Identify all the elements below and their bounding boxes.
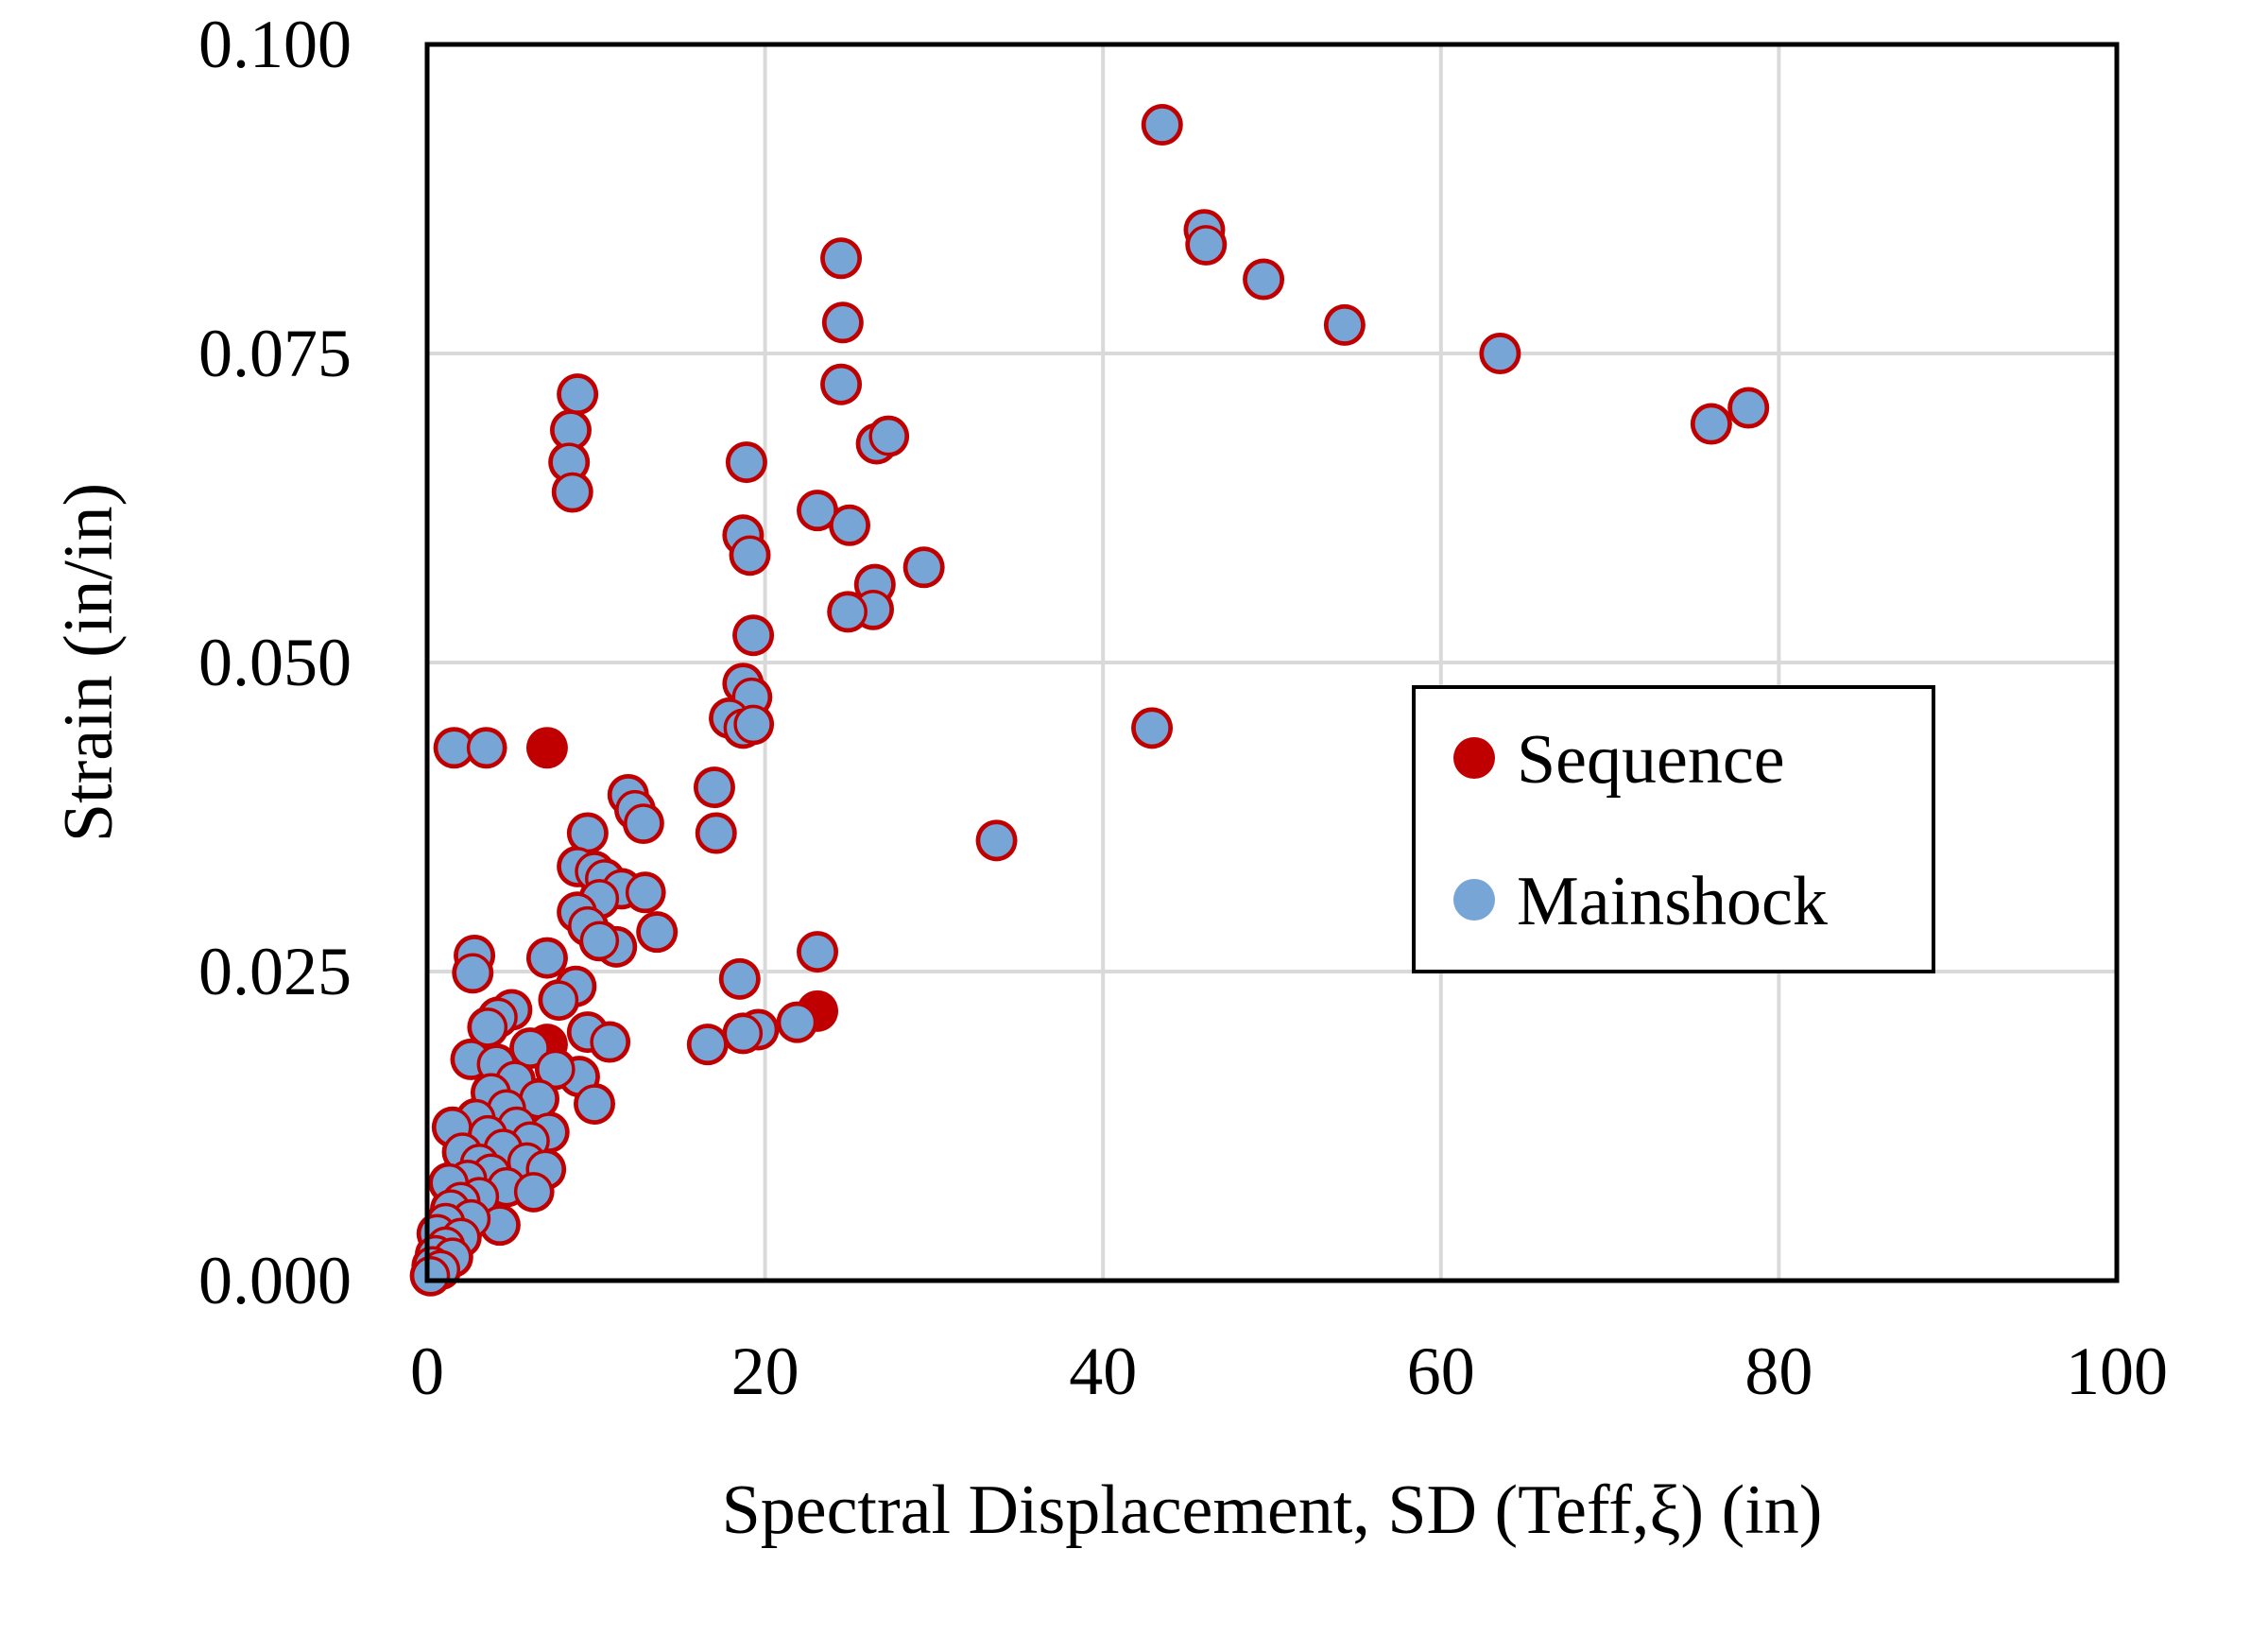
mainshock-point xyxy=(510,1028,550,1068)
legend-marker-sequence xyxy=(1453,737,1495,779)
mainshock-point xyxy=(1143,105,1182,145)
mainshock-point xyxy=(527,938,567,978)
legend-label-mainshock: Mainshock xyxy=(1517,863,1828,940)
plot-area-border xyxy=(424,42,2120,1283)
mainshock-point xyxy=(733,704,773,745)
x-axis-tick-labels: 0 20 40 60 80 100 xyxy=(410,1334,2168,1409)
x-tick-label: 60 xyxy=(1407,1334,1475,1409)
mainshock-point xyxy=(624,803,663,843)
mainshock-point xyxy=(551,410,591,450)
data-points xyxy=(409,104,1770,1297)
mainshock-point xyxy=(1325,305,1365,345)
mainshock-point xyxy=(568,813,608,853)
mainshock-point xyxy=(828,592,868,632)
legend-label-sequence: Sequence xyxy=(1517,721,1785,799)
mainshock-point xyxy=(1244,259,1283,300)
mainshock-point xyxy=(553,472,593,512)
mainshock-point xyxy=(688,1024,728,1064)
mainshock-point xyxy=(1132,708,1172,749)
x-tick-label: 40 xyxy=(1069,1334,1137,1409)
y-tick-label: 0.100 xyxy=(198,7,352,82)
mainshock-point xyxy=(821,364,861,404)
mainshock-point xyxy=(637,912,677,952)
mainshock-point xyxy=(976,820,1017,861)
x-axis-title: Spectral Displacement, SD (Teff,ξ) (in) xyxy=(722,1472,1823,1549)
mainshock-point xyxy=(466,728,507,768)
mainshock-point xyxy=(733,615,773,655)
y-axis-title: Strain (in/in) xyxy=(50,483,128,842)
mainshock-point xyxy=(453,953,493,993)
mainshock-point xyxy=(727,442,766,482)
mainshock-point xyxy=(695,767,734,807)
mainshock-point xyxy=(798,491,837,530)
legend-box xyxy=(1412,685,1935,973)
mainshock-point xyxy=(868,416,908,456)
mainshock-point xyxy=(579,921,620,961)
y-tick-label: 0.075 xyxy=(198,316,352,391)
mainshock-point xyxy=(720,959,760,999)
mainshock-point xyxy=(513,1172,554,1212)
x-tick-label: 100 xyxy=(2066,1334,2168,1409)
y-tick-label: 0.050 xyxy=(198,625,352,700)
y-axis-tick-labels: 0.000 0.025 0.050 0.075 0.100 xyxy=(198,7,352,1318)
mainshock-point xyxy=(821,238,861,279)
y-tick-label: 0.025 xyxy=(198,934,352,1009)
mainshock-point xyxy=(830,506,869,545)
sequence-point xyxy=(525,727,568,769)
mainshock-point xyxy=(777,1002,817,1042)
mainshock-point xyxy=(723,1013,764,1054)
mainshock-point xyxy=(468,1007,508,1047)
legend: Sequence Mainshock xyxy=(1412,685,1935,973)
mainshock-point xyxy=(558,374,597,414)
mainshock-point xyxy=(625,872,665,913)
mainshock-point xyxy=(730,535,770,575)
mainshock-point xyxy=(696,813,736,853)
mainshock-point xyxy=(590,1022,629,1062)
mainshock-point xyxy=(539,980,579,1020)
mainshock-point xyxy=(536,1049,576,1090)
mainshock-point xyxy=(1186,225,1227,265)
mainshock-point xyxy=(903,547,944,588)
mainshock-point xyxy=(1692,404,1731,444)
mainshock-point xyxy=(1480,334,1521,373)
mainshock-point xyxy=(410,1256,451,1296)
x-tick-label: 0 xyxy=(410,1334,444,1409)
mainshock-point xyxy=(1728,387,1768,428)
gridlines xyxy=(427,44,2117,1281)
legend-marker-mainshock xyxy=(1453,879,1495,921)
mainshock-point xyxy=(823,302,863,343)
mainshock-point xyxy=(575,1084,614,1124)
mainshock-point xyxy=(798,932,837,972)
y-tick-label: 0.000 xyxy=(198,1243,352,1318)
x-tick-label: 20 xyxy=(731,1334,799,1409)
x-tick-label: 80 xyxy=(1744,1334,1813,1409)
